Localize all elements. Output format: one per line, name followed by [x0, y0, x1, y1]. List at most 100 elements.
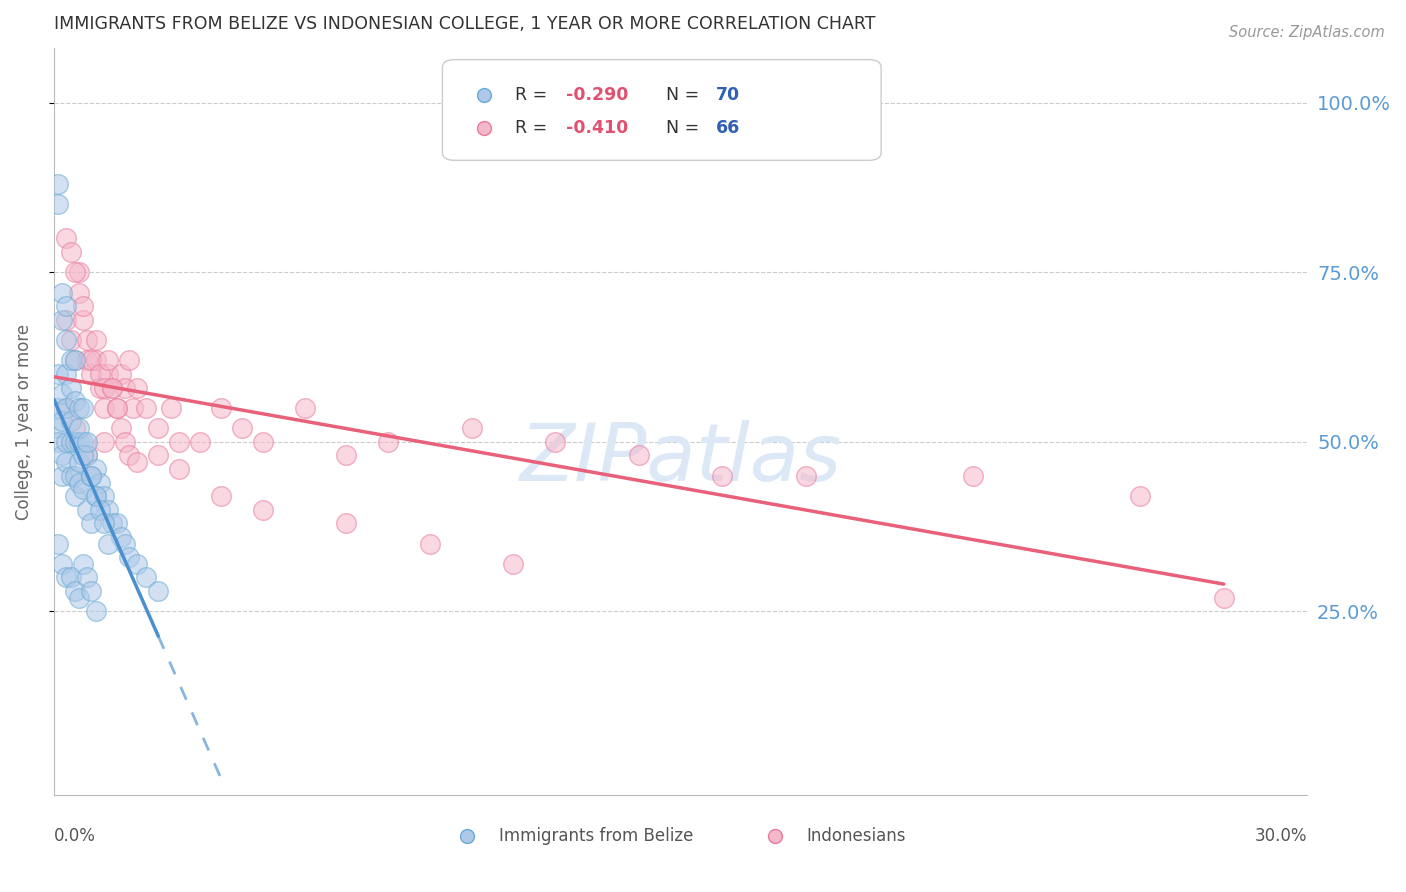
- Point: [80, 353, 103, 368]
- Text: R =: R =: [515, 87, 553, 104]
- Point: [114, 536, 136, 550]
- Point: [105, 401, 128, 415]
- Point: [89, 381, 111, 395]
- Point: [46, 536, 69, 550]
- Point: [127, 455, 149, 469]
- Point: [63, 421, 86, 435]
- Text: 70: 70: [716, 87, 740, 104]
- Point: [89, 367, 111, 381]
- Point: [148, 449, 170, 463]
- Point: [159, 401, 181, 415]
- Point: [51, 468, 73, 483]
- Point: [59, 570, 82, 584]
- Point: [67, 591, 90, 605]
- Point: [55, 401, 77, 415]
- Point: [72, 312, 94, 326]
- Point: [51, 449, 73, 463]
- Point: [962, 468, 984, 483]
- Point: [76, 449, 98, 463]
- Point: [209, 401, 232, 415]
- Point: [118, 353, 141, 368]
- Point: [188, 434, 211, 449]
- Point: [167, 434, 190, 449]
- Point: [335, 516, 357, 531]
- Text: -0.410: -0.410: [567, 120, 628, 137]
- Point: [118, 550, 141, 565]
- Point: [97, 353, 120, 368]
- Point: [89, 475, 111, 490]
- Point: [80, 516, 103, 531]
- Point: [101, 516, 124, 531]
- Text: 30.0%: 30.0%: [1254, 827, 1308, 845]
- Point: [335, 449, 357, 463]
- Point: [84, 462, 107, 476]
- Point: [127, 557, 149, 571]
- Point: [110, 421, 132, 435]
- Point: [101, 381, 124, 395]
- Text: Source: ZipAtlas.com: Source: ZipAtlas.com: [1229, 25, 1385, 40]
- Point: [80, 367, 103, 381]
- Point: [59, 415, 82, 429]
- Point: [67, 455, 90, 469]
- Point: [114, 381, 136, 395]
- Point: [97, 536, 120, 550]
- Point: [544, 434, 567, 449]
- Point: [72, 557, 94, 571]
- Point: [89, 502, 111, 516]
- Point: [67, 475, 90, 490]
- Point: [67, 265, 90, 279]
- Point: [63, 434, 86, 449]
- Point: [59, 333, 82, 347]
- Point: [148, 421, 170, 435]
- Text: 0.0%: 0.0%: [53, 827, 96, 845]
- Point: [1129, 489, 1152, 503]
- Point: [93, 401, 115, 415]
- Text: ZIPatlas: ZIPatlas: [519, 420, 842, 498]
- Point: [46, 197, 69, 211]
- Point: [72, 449, 94, 463]
- Point: [67, 285, 90, 300]
- Point: [59, 353, 82, 368]
- Point: [63, 353, 86, 368]
- Point: [59, 244, 82, 259]
- Point: [209, 489, 232, 503]
- Point: [93, 516, 115, 531]
- Point: [55, 299, 77, 313]
- Point: [63, 584, 86, 599]
- Point: [84, 489, 107, 503]
- Point: [67, 434, 90, 449]
- Point: [72, 434, 94, 449]
- Point: [76, 502, 98, 516]
- Point: [55, 367, 77, 381]
- Point: [46, 421, 69, 435]
- Point: [460, 421, 482, 435]
- Point: [76, 434, 98, 449]
- Text: 66: 66: [716, 120, 740, 137]
- Point: [84, 353, 107, 368]
- Point: [167, 462, 190, 476]
- Point: [252, 502, 274, 516]
- Point: [67, 421, 90, 435]
- Point: [76, 333, 98, 347]
- Point: [110, 530, 132, 544]
- Point: [59, 434, 82, 449]
- Point: [80, 468, 103, 483]
- Text: -0.290: -0.290: [567, 87, 628, 104]
- Point: [51, 285, 73, 300]
- Point: [59, 381, 82, 395]
- Point: [59, 468, 82, 483]
- Point: [93, 381, 115, 395]
- Point: [76, 570, 98, 584]
- Point: [294, 401, 316, 415]
- Point: [46, 434, 69, 449]
- Y-axis label: College, 1 year or more: College, 1 year or more: [15, 324, 32, 519]
- Point: [148, 584, 170, 599]
- Point: [55, 434, 77, 449]
- Point: [231, 421, 253, 435]
- Point: [67, 401, 90, 415]
- Point: [63, 265, 86, 279]
- Point: [51, 415, 73, 429]
- Point: [84, 489, 107, 503]
- Point: [76, 353, 98, 368]
- Point: [80, 468, 103, 483]
